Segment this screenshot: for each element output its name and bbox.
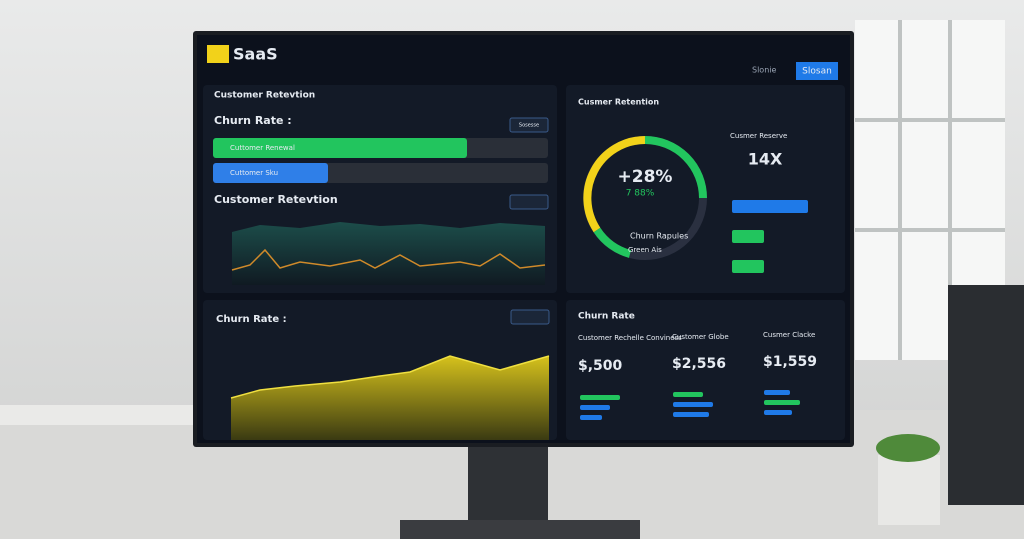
donut-segment bbox=[593, 227, 632, 258]
column-label: Customer Rechelle Conviness bbox=[578, 334, 682, 342]
logo-icon bbox=[207, 45, 229, 63]
button[interactable] bbox=[796, 62, 838, 80]
column-value: $1,559 bbox=[763, 354, 817, 370]
area bbox=[231, 356, 549, 440]
panel-title: Cusmer Retention bbox=[578, 98, 659, 107]
bar bbox=[732, 200, 808, 213]
column-value: $,500 bbox=[578, 358, 623, 374]
desk bbox=[0, 405, 200, 425]
side-value: 14X bbox=[748, 150, 783, 169]
chart-title: Customer Retevtion bbox=[214, 193, 338, 206]
stand-base bbox=[400, 520, 640, 539]
side-label: Cusmer Reserve bbox=[730, 132, 787, 140]
line bbox=[231, 248, 546, 271]
donut-segment bbox=[644, 136, 707, 199]
logo: SaaS bbox=[233, 45, 278, 64]
bar-label: Cuttomer Sku bbox=[230, 169, 278, 177]
column-value: $2,556 bbox=[672, 356, 726, 372]
column-label: Customer Globe bbox=[672, 333, 729, 341]
line bbox=[230, 355, 550, 399]
legend-item: Green Ais bbox=[628, 246, 662, 254]
bar-label: Cuttomer Renewal bbox=[230, 144, 295, 152]
plant-pot bbox=[878, 455, 940, 525]
bar bbox=[732, 230, 764, 243]
donut-segment bbox=[583, 136, 646, 233]
status: Slonie bbox=[752, 66, 776, 75]
area bbox=[232, 222, 545, 285]
bar bbox=[732, 260, 764, 273]
mini-bars bbox=[580, 390, 800, 420]
column-label: Cusmer Clacke bbox=[763, 331, 815, 339]
panel-button[interactable] bbox=[509, 194, 549, 210]
side-monitor bbox=[948, 285, 1024, 505]
legend-item: Churn Rapules bbox=[630, 232, 688, 241]
panel-title: Customer Retevtion bbox=[214, 91, 315, 101]
panel-button[interactable] bbox=[510, 309, 550, 325]
panel-subtitle: Churn Rate : bbox=[214, 114, 292, 127]
bar bbox=[213, 163, 328, 183]
plant bbox=[876, 434, 940, 462]
panel-title: Churn Rate : bbox=[216, 314, 287, 325]
panel-button-label[interactable]: Sosesse bbox=[519, 123, 539, 129]
panel-button[interactable] bbox=[509, 117, 549, 133]
panel-title: Churn Rate bbox=[578, 312, 635, 322]
donut-value: +28% bbox=[618, 167, 673, 187]
button-label[interactable]: Slosan bbox=[802, 67, 832, 77]
monitor-stand bbox=[468, 440, 548, 530]
bar bbox=[213, 138, 467, 158]
donut-sub: 7 88% bbox=[626, 189, 655, 199]
